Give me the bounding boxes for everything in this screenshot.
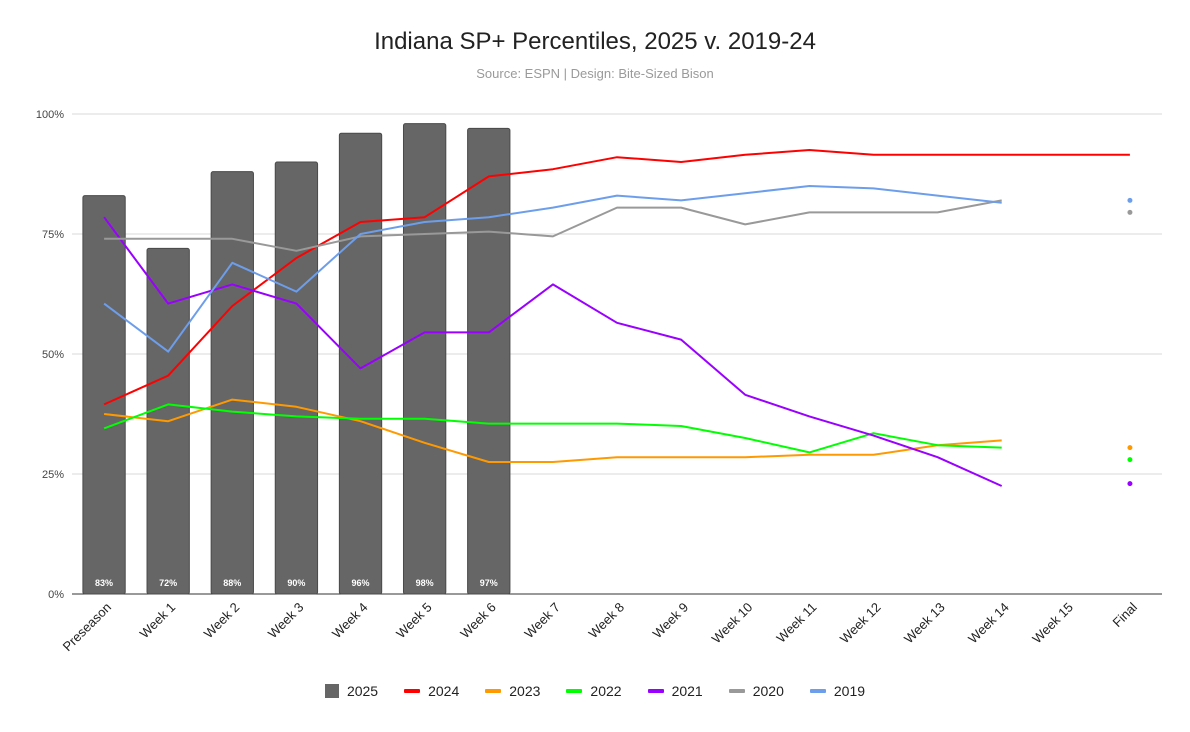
bar-data-label: 98%	[416, 578, 434, 588]
bar	[467, 127, 511, 595]
legend-item-2025: 2025	[324, 683, 379, 699]
bar-data-label: 97%	[480, 578, 498, 588]
legend-item-2023: 2023	[485, 683, 540, 699]
legend-label: 2022	[590, 683, 622, 699]
x-tick-label: Final	[1110, 599, 1141, 630]
x-tick-label: Week 10	[709, 600, 756, 647]
bar	[338, 132, 383, 595]
legend-swatch	[566, 689, 583, 693]
legend: 2025 2024 2023 2022 2021 2020 2019	[0, 683, 1190, 699]
legend-label: 2023	[509, 683, 541, 699]
chart-subtitle: Source: ESPN | Design: Bite-Sized Bison	[476, 66, 714, 81]
final-point-2020	[1127, 209, 1133, 215]
legend-swatch	[404, 689, 421, 693]
series-line-2024	[103, 149, 1130, 406]
x-tick-label: Week 1	[137, 600, 179, 642]
legend-swatch	[485, 689, 502, 693]
legend-swatch	[647, 689, 664, 693]
bar-data-label: 72%	[159, 578, 177, 588]
series-line-2023	[103, 398, 1002, 463]
series-line-2019	[103, 185, 1002, 353]
series-line-2021	[103, 216, 1003, 487]
bar	[210, 171, 254, 595]
legend-item-2020: 2020	[728, 683, 784, 699]
y-tick-label: 100%	[36, 109, 64, 121]
legend-swatch	[324, 684, 339, 698]
bar-data-label: 96%	[352, 578, 370, 588]
legend-swatch	[809, 689, 826, 693]
legend-label: 2021	[671, 683, 703, 699]
x-tick-label: Week 5	[393, 600, 435, 642]
legend-label: 2024	[428, 683, 460, 699]
series-line-2020	[104, 199, 1002, 252]
x-tick-label: Week 8	[586, 600, 628, 642]
x-tick-label: Week 4	[329, 600, 371, 642]
x-tick-label: Week 15	[1029, 600, 1076, 647]
final-point-2021	[1127, 481, 1133, 487]
x-tick-label: Week 11	[773, 600, 819, 646]
series-line-2022	[103, 403, 1002, 454]
bar	[82, 195, 126, 595]
bar-data-label: 83%	[95, 578, 113, 588]
y-tick-label: 0%	[48, 589, 64, 601]
legend-item-2021: 2021	[647, 683, 703, 699]
legend-label: 2020	[752, 683, 784, 699]
legend-label: 2025	[346, 683, 379, 699]
bar-data-label: 90%	[287, 578, 305, 588]
x-tick-label: Week 2	[201, 600, 243, 642]
final-point-2022	[1127, 457, 1133, 463]
y-tick-label: 25%	[42, 469, 64, 481]
x-tick-label: Week 6	[457, 600, 499, 642]
x-tick-label: Week 3	[265, 600, 307, 642]
y-tick-label: 75%	[42, 229, 64, 241]
bar	[274, 161, 319, 595]
x-tick-label: Preseason	[60, 600, 115, 655]
x-tick-label: Week 13	[901, 600, 948, 647]
legend-item-2019: 2019	[809, 683, 866, 699]
x-tick-label: Week 9	[650, 600, 692, 642]
x-tick-label: Week 14	[965, 600, 1012, 647]
legend-item-2024: 2024	[404, 683, 459, 699]
final-point-2019	[1127, 197, 1133, 203]
x-tick-label: Week 12	[837, 600, 884, 647]
legend-label: 2019	[833, 683, 866, 699]
legend-swatch	[728, 689, 745, 693]
legend-item-2022: 2022	[566, 683, 622, 699]
bar	[402, 123, 447, 595]
y-tick-label: 50%	[42, 349, 64, 361]
chart-title: Indiana SP+ Percentiles, 2025 v. 2019-24	[374, 28, 816, 55]
bar-data-label: 88%	[223, 578, 241, 588]
x-tick-label: Week 7	[521, 600, 563, 642]
final-point-2023	[1127, 445, 1133, 451]
